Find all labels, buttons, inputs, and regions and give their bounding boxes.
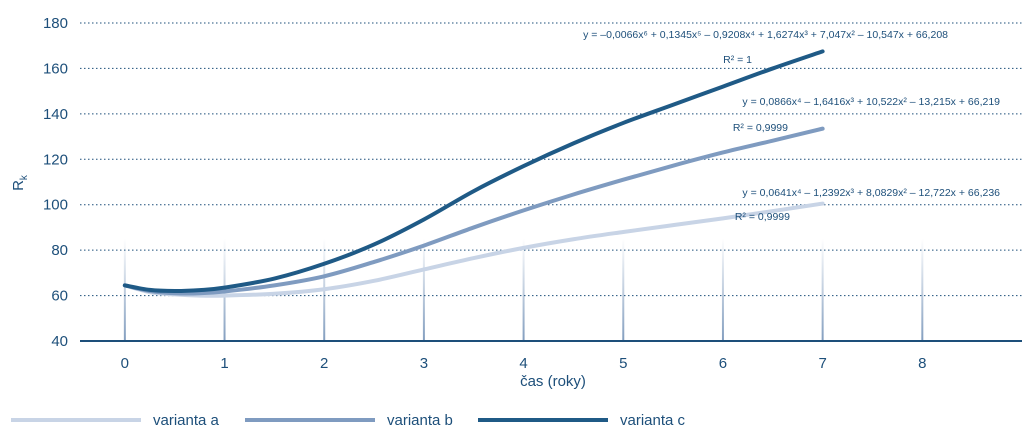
y-tick-label: 40 — [51, 333, 68, 350]
y-tick-label: 60 — [51, 288, 68, 305]
y-axis-title: Rk — [10, 174, 30, 191]
vertical-gridline — [921, 239, 923, 341]
x-axis-title: čas (roky) — [520, 373, 586, 390]
y-tick-label: 160 — [43, 60, 68, 77]
y-axis-title-subscript: k — [19, 174, 30, 180]
y-axis-title-main: R — [10, 180, 27, 191]
r-squared-label: R² = 1 — [723, 54, 752, 66]
x-tick-label: 3 — [420, 355, 428, 372]
equation-annotations: y = –0,0066x⁶ + 0,1345x⁵ – 0,9208x⁴ + 1,… — [583, 29, 1000, 223]
vertical-gridline — [423, 239, 425, 341]
vertical-gridline — [722, 239, 724, 341]
x-tick-label: 5 — [619, 355, 627, 372]
x-tick-label: 4 — [519, 355, 527, 372]
x-axis: 0 1 2 3 4 5 6 7 8 — [80, 341, 1022, 372]
legend-label: varianta a — [153, 412, 220, 429]
horizontal-gridline-group — [80, 23, 1022, 296]
vertical-gridline — [622, 239, 624, 341]
legend-label: varianta c — [620, 412, 686, 429]
r-squared-label: R² = 0,9999 — [733, 122, 788, 134]
vertical-gridline — [523, 239, 525, 341]
vertical-gridline — [124, 239, 126, 341]
series-line-2 — [125, 129, 823, 294]
y-tick-label: 180 — [43, 15, 68, 32]
vertical-gridline — [822, 239, 824, 341]
series-line-3 — [125, 51, 823, 291]
x-tick-label: 1 — [220, 355, 228, 372]
y-tick-label: 140 — [43, 106, 68, 123]
legend: varianta a varianta b varianta c — [11, 412, 686, 429]
x-tick-label: 6 — [719, 355, 727, 372]
x-tick-label: 2 — [320, 355, 328, 372]
regression-equation: y = –0,0066x⁶ + 0,1345x⁵ – 0,9208x⁴ + 1,… — [583, 29, 948, 41]
y-tick-label: 120 — [43, 151, 68, 168]
regression-equation: y = 0,0866x⁴ – 1,6416x³ + 10,522x² – 13,… — [742, 96, 1000, 108]
x-tick-label: 8 — [918, 355, 926, 372]
r-squared-label: R² = 0,9999 — [735, 211, 790, 223]
series-lines — [125, 51, 823, 295]
legend-label: varianta b — [387, 412, 453, 429]
x-tick-label: 0 — [121, 355, 129, 372]
y-tick-label: 100 — [43, 197, 68, 214]
regression-equation: y = 0,0641x⁴ – 1,2392x³ + 8,0829x² – 12,… — [742, 187, 1000, 199]
series-line-1 — [125, 204, 823, 296]
x-tick-label: 7 — [818, 355, 826, 372]
y-tick-label: 80 — [51, 242, 68, 259]
y-axis: 40 60 80 100 120 140 160 180 — [43, 15, 68, 350]
